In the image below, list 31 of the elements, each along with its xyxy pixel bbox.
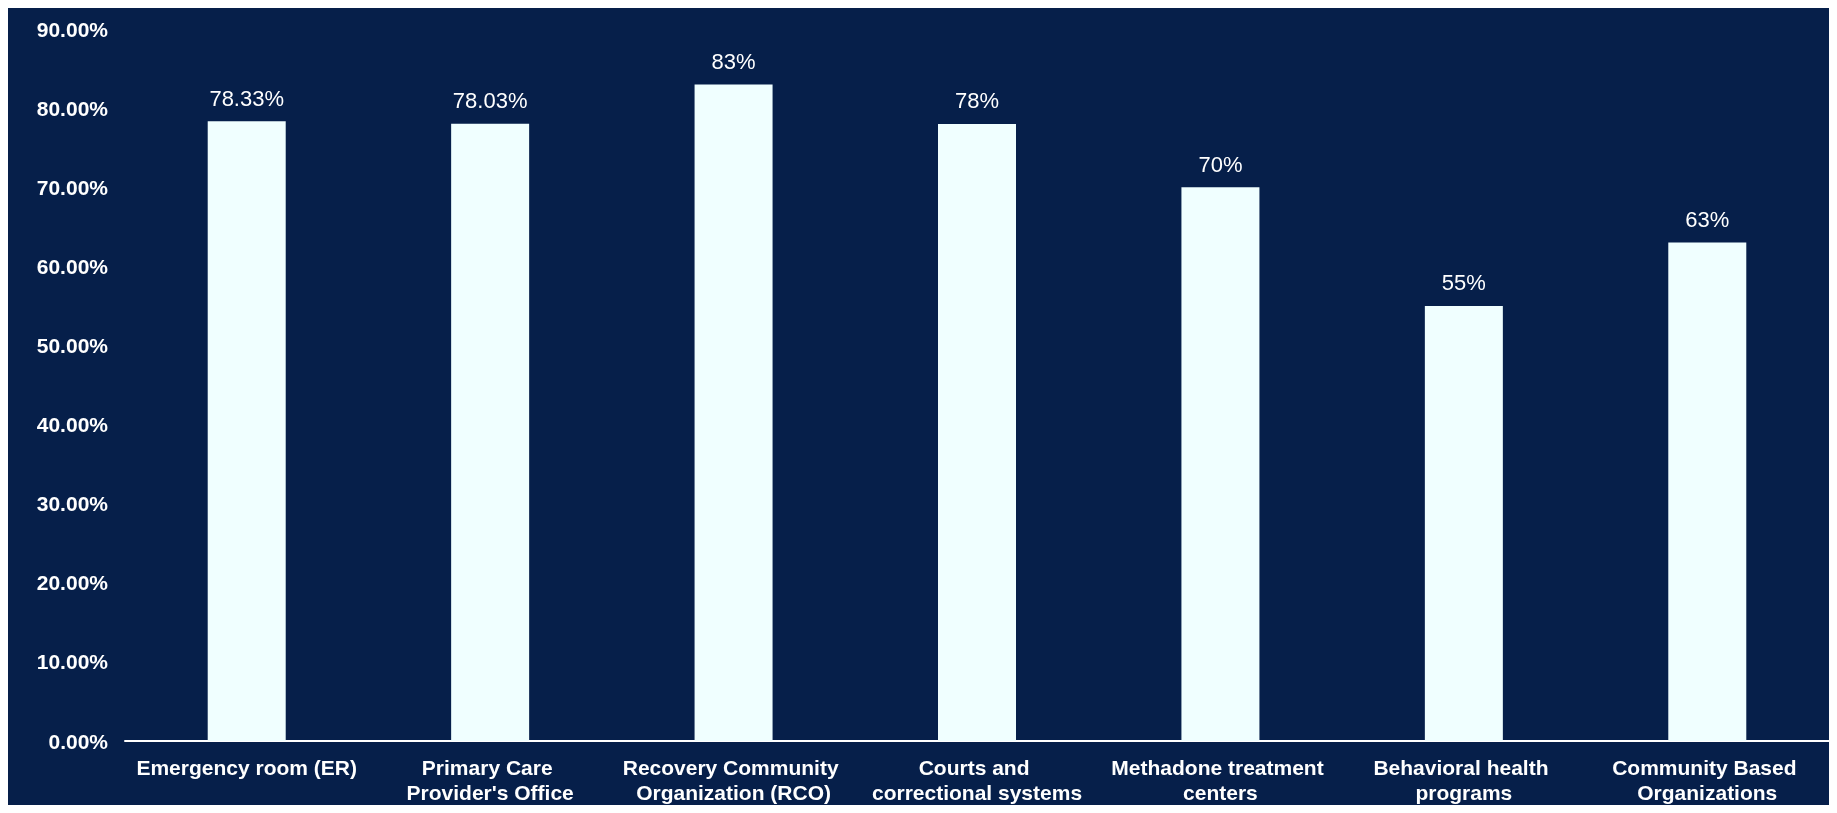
- bar: [694, 84, 773, 741]
- y-tick-label: 60.00%: [36, 254, 109, 278]
- bar: [1668, 242, 1747, 741]
- data-label: 78.03%: [452, 88, 528, 114]
- data-label: 63%: [1685, 207, 1730, 233]
- x-tick-label: Courts and correctional systems: [871, 756, 1083, 804]
- y-tick-label: 30.00%: [36, 492, 109, 516]
- bar: [451, 123, 530, 741]
- y-tick-label: 50.00%: [36, 333, 109, 357]
- data-label: 55%: [1441, 270, 1486, 296]
- data-label: 78%: [954, 88, 1000, 114]
- bar: [1181, 187, 1260, 741]
- y-tick-label: 80.00%: [36, 96, 109, 120]
- y-tick-label: 70.00%: [36, 175, 109, 199]
- y-tick-label: 90.00%: [36, 17, 109, 41]
- y-tick-label: 0.00%: [48, 729, 109, 753]
- x-tick-label: Behavioral health programs: [1373, 756, 1555, 804]
- data-label: 70%: [1198, 151, 1243, 177]
- y-tick-label: 10.00%: [36, 650, 109, 674]
- x-tick-label: Recovery Community Organization (RCO): [622, 756, 845, 804]
- y-tick-label: 40.00%: [36, 413, 109, 437]
- data-label: 83%: [711, 48, 756, 74]
- bar: [1424, 305, 1503, 741]
- x-tick-label: Emergency room (ER): [136, 756, 357, 779]
- x-tick-label: Community Based Organizations: [1612, 756, 1803, 804]
- y-tick-label: 20.00%: [36, 571, 109, 595]
- x-tick-label: Primary Care Provider's Office: [406, 756, 574, 804]
- x-tick-label: Methadone treatment centers: [1111, 756, 1330, 804]
- bar: [207, 121, 286, 741]
- data-label: 78.33%: [209, 85, 285, 111]
- bar: [938, 123, 1016, 741]
